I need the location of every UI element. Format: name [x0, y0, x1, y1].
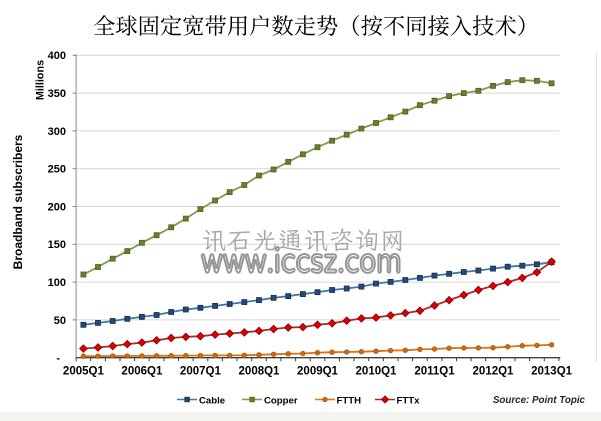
svg-text:2005Q1: 2005Q1 [63, 365, 105, 377]
svg-text:150: 150 [48, 239, 66, 251]
svg-text:FTTH: FTTH [337, 395, 362, 406]
svg-text:100: 100 [48, 277, 66, 289]
svg-text:350: 350 [48, 88, 66, 100]
svg-text:2007Q1: 2007Q1 [180, 365, 222, 377]
svg-text:400: 400 [48, 50, 66, 62]
svg-text:-: - [56, 353, 60, 365]
svg-text:Source: Point Topic: Source: Point Topic [493, 395, 586, 406]
svg-text:2012Q1: 2012Q1 [473, 365, 515, 377]
svg-text:Cable: Cable [199, 395, 225, 406]
svg-text:2011Q1: 2011Q1 [414, 365, 455, 377]
svg-text:2009Q1: 2009Q1 [297, 365, 339, 377]
svg-text:200: 200 [48, 201, 66, 213]
svg-text:FTTx: FTTx [397, 395, 421, 406]
svg-text:2010Q1: 2010Q1 [356, 365, 398, 377]
svg-text:250: 250 [48, 164, 66, 176]
svg-text:300: 300 [48, 126, 66, 138]
svg-text:Copper: Copper [264, 395, 298, 406]
svg-text:Broadband subscribers: Broadband subscribers [11, 134, 25, 269]
svg-text:2008Q1: 2008Q1 [239, 365, 281, 377]
svg-text:50: 50 [54, 315, 66, 327]
svg-text:Millions: Millions [35, 60, 47, 100]
svg-text:2006Q1: 2006Q1 [121, 365, 163, 377]
svg-text:2013Q1: 2013Q1 [531, 365, 573, 377]
